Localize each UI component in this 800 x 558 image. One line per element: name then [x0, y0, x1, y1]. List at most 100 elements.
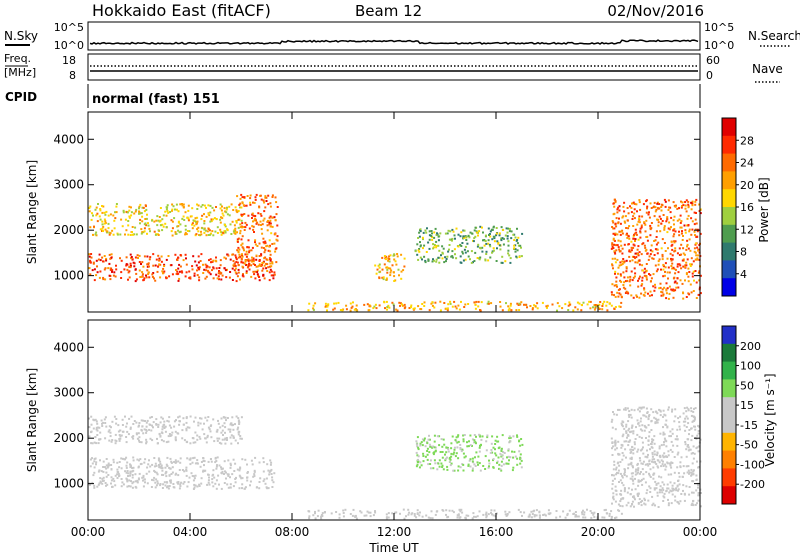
heatmap-cell — [659, 409, 662, 412]
heatmap-cell — [614, 444, 617, 447]
heatmap-cell — [125, 456, 128, 459]
heatmap-cell — [154, 486, 157, 489]
heatmap-cell — [139, 276, 142, 278]
heatmap-cell — [645, 437, 647, 439]
heatmap-cell — [613, 308, 616, 310]
heatmap-cell — [444, 256, 447, 259]
heatmap-cell — [430, 230, 433, 232]
heatmap-cell — [536, 302, 539, 305]
heatmap-cell — [98, 469, 101, 472]
heatmap-cell — [132, 423, 135, 425]
heatmap-cell — [668, 292, 671, 295]
heatmap-cell — [662, 409, 665, 412]
heatmap-cell — [132, 456, 135, 459]
heatmap-cell — [655, 270, 658, 273]
heatmap-cell — [430, 235, 433, 237]
heatmap-cell — [637, 495, 640, 497]
heatmap-cell — [233, 470, 236, 472]
heatmap-cell — [674, 205, 677, 208]
heatmap-cell — [499, 248, 502, 251]
heatmap-cell — [159, 421, 162, 424]
heatmap-cell — [225, 471, 227, 474]
heatmap-cell — [119, 257, 121, 260]
heatmap-cell — [151, 275, 154, 278]
heatmap-cell — [636, 419, 639, 422]
heatmap-cell — [382, 278, 385, 281]
heatmap-cell — [648, 431, 651, 434]
heatmap-cell — [582, 516, 585, 519]
heatmap-cell — [449, 302, 452, 305]
heatmap-cell — [189, 463, 192, 466]
heatmap-cell — [544, 514, 547, 517]
heatmap-cell — [644, 463, 647, 466]
heatmap-cell — [138, 439, 140, 442]
heatmap-cell — [223, 422, 226, 425]
heatmap-cell — [533, 514, 536, 517]
heatmap-cell — [459, 261, 462, 264]
heatmap-cell — [103, 211, 106, 214]
heatmap-cell — [556, 302, 559, 305]
heatmap-cell — [471, 457, 474, 460]
heatmap-cell — [660, 444, 663, 447]
heatmap-cell — [199, 437, 202, 440]
heatmap-cell — [138, 459, 140, 462]
heatmap-cell — [625, 227, 628, 229]
heatmap-cell — [261, 269, 264, 272]
heatmap-cell — [644, 223, 647, 226]
heatmap-cell — [665, 465, 668, 468]
heatmap-cell — [378, 263, 381, 266]
heatmap-cell — [114, 433, 117, 436]
heatmap-cell — [478, 450, 481, 453]
heatmap-cell — [93, 268, 96, 271]
heatmap-cell — [632, 482, 635, 485]
heatmap-cell — [243, 213, 246, 215]
heatmap-cell — [110, 482, 112, 485]
heatmap-cell — [415, 465, 418, 468]
heatmap-cell — [220, 209, 223, 212]
heatmap-cell — [615, 468, 617, 471]
heatmap-cell — [142, 474, 145, 477]
heatmap-cell — [647, 439, 650, 442]
heatmap-cell — [601, 516, 604, 519]
heatmap-cell — [630, 463, 633, 466]
heatmap-cell — [262, 241, 265, 244]
heatmap-cell — [151, 424, 153, 427]
heatmap-cell — [668, 491, 671, 494]
heatmap-cell — [460, 450, 463, 453]
heatmap-cell — [194, 234, 197, 237]
heatmap-cell — [146, 213, 148, 216]
power-heatmap-cells — [88, 193, 702, 312]
heatmap-cell — [423, 437, 426, 440]
heatmap-cell — [685, 426, 688, 428]
heatmap-cell — [697, 483, 700, 486]
colorbar-segment — [722, 171, 736, 190]
heatmap-cell — [592, 306, 594, 309]
heatmap-cell — [214, 461, 217, 464]
heatmap-cell — [643, 429, 646, 432]
heatmap-cell — [163, 263, 166, 266]
heatmap-cell — [157, 219, 160, 222]
heatmap-cell — [254, 277, 257, 280]
heatmap-cell — [689, 448, 692, 451]
heatmap-cell — [617, 295, 620, 298]
heatmap-cell — [500, 448, 503, 451]
heatmap-cell — [212, 485, 215, 488]
heatmap-cell — [685, 248, 688, 251]
heatmap-cell — [215, 256, 217, 259]
heatmap-cell — [658, 488, 661, 491]
heatmap-cell — [619, 479, 622, 482]
heatmap-cell — [222, 214, 225, 217]
heatmap-cell — [469, 444, 472, 447]
heatmap-cell — [175, 419, 177, 422]
heatmap-cell — [514, 236, 517, 239]
heatmap-cell — [459, 443, 462, 446]
heatmap-cell — [421, 515, 424, 518]
heatmap-cell — [96, 220, 99, 223]
heatmap-cell — [237, 442, 239, 445]
heatmap-cell — [377, 264, 380, 267]
heatmap-cell — [260, 224, 262, 226]
nave-tick-top: 60 — [706, 54, 720, 67]
heatmap-cell — [397, 268, 400, 271]
heatmap-cell — [131, 474, 134, 476]
heatmap-cell — [586, 303, 589, 306]
